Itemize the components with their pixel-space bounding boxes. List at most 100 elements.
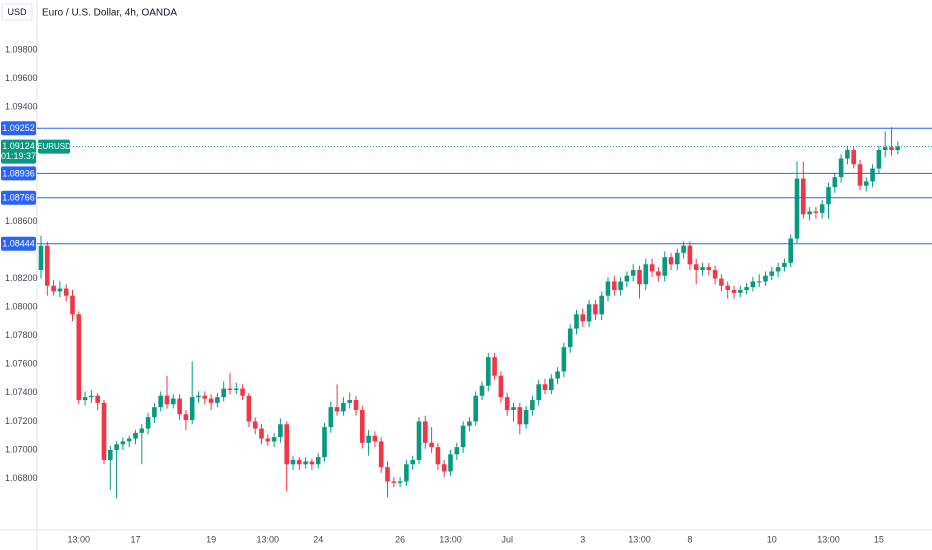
candle-body [89, 395, 94, 398]
candle-body [794, 178, 800, 239]
candle-body [643, 264, 649, 285]
candle-body [668, 257, 674, 265]
candle-body [252, 421, 258, 429]
candle-body [208, 398, 214, 403]
y-tick-label: 1.08000 [5, 302, 38, 312]
candle-body [322, 427, 327, 458]
candle-body [202, 395, 208, 399]
candle-body [429, 442, 434, 448]
candle-body [530, 400, 535, 410]
y-tick-label: 1.06800 [5, 473, 38, 483]
candle-body [504, 397, 510, 410]
candle-body [712, 270, 718, 279]
candle-body [372, 435, 378, 442]
candle-body [517, 407, 523, 425]
level-label-box [1, 121, 36, 136]
candle-body [278, 424, 283, 438]
last-price-box [1, 139, 36, 164]
currency-box[interactable] [1, 3, 33, 21]
candle-body [889, 147, 894, 150]
x-tick-label: 13:00 [817, 534, 840, 544]
level-label-box [1, 166, 36, 181]
candle-body [183, 414, 189, 420]
candle-body [826, 187, 831, 205]
candle-body [876, 150, 882, 169]
level-label-box [1, 190, 36, 205]
candle-body [567, 328, 573, 348]
x-tick-label: 10 [767, 534, 777, 544]
y-tick-label: 1.07400 [5, 387, 38, 397]
candle-body [706, 267, 712, 270]
candle-body [813, 211, 819, 213]
x-tick-label: 3 [580, 534, 585, 544]
candle-body [240, 388, 245, 396]
candle-body [486, 357, 491, 386]
level-label: 1.08444 [2, 239, 35, 249]
x-tick-label: 8 [687, 534, 692, 544]
candle-body [618, 281, 623, 290]
candle-body [315, 457, 321, 465]
candle-body [649, 264, 655, 272]
candle-body [624, 275, 630, 282]
candle-body [782, 262, 787, 268]
candle-body [145, 417, 151, 429]
candle-body [164, 395, 170, 405]
candle-body [700, 267, 705, 270]
x-tick-label: 13:00 [257, 534, 280, 544]
candle-body [542, 384, 548, 390]
candle-body [756, 281, 762, 283]
candle-body [366, 435, 371, 443]
candle-body [882, 147, 888, 150]
candle-body [196, 395, 201, 398]
candle-body [763, 275, 768, 282]
candle-body [227, 388, 233, 390]
candle-body [126, 438, 132, 442]
candle-body [454, 447, 460, 455]
candle-body [536, 384, 541, 400]
candle-body [38, 245, 44, 270]
candle-body [82, 397, 88, 400]
candle-body [574, 314, 579, 329]
candle-body [51, 285, 56, 292]
candle-body [725, 285, 730, 290]
candle-body [95, 395, 100, 403]
candle-body [612, 281, 617, 290]
candle-body [656, 271, 661, 276]
last-price-label: 1.09124 [2, 141, 35, 151]
candle-body [675, 252, 680, 265]
symbol-tag-box [38, 139, 70, 154]
candle-body [391, 481, 397, 483]
candle-body [549, 378, 554, 390]
x-tick-label: 15 [874, 534, 884, 544]
candle-body [580, 314, 586, 322]
candle-body [404, 464, 409, 482]
candle-body [133, 432, 138, 439]
candle-body [76, 314, 82, 400]
candle-body [152, 407, 157, 418]
y-tick-label: 1.07800 [5, 330, 38, 340]
level-label: 1.09252 [2, 123, 35, 133]
candle-body [750, 281, 756, 288]
candle-body [435, 447, 441, 465]
x-tick-label: 13:00 [628, 534, 651, 544]
candle-body [857, 164, 863, 186]
candle-body [397, 481, 403, 483]
candle-body [637, 270, 642, 285]
candle-body [801, 178, 806, 215]
candle-body [832, 177, 838, 188]
symbol-tag: EURUSD [37, 142, 71, 151]
candle-body [328, 407, 334, 428]
x-tick-label: Jul [501, 534, 513, 544]
candle-body [864, 181, 869, 186]
candle-body [605, 281, 611, 296]
currency[interactable]: USD [7, 7, 27, 17]
candle-body [265, 438, 271, 442]
candle-body [334, 407, 340, 412]
candle-body [45, 245, 50, 286]
candle-body [360, 410, 365, 443]
y-tick-label: 1.08600 [5, 216, 38, 226]
y-tick-label: 1.09400 [5, 102, 38, 112]
candle-body [895, 146, 901, 150]
candle-body [416, 421, 422, 460]
candle-body [687, 245, 693, 265]
